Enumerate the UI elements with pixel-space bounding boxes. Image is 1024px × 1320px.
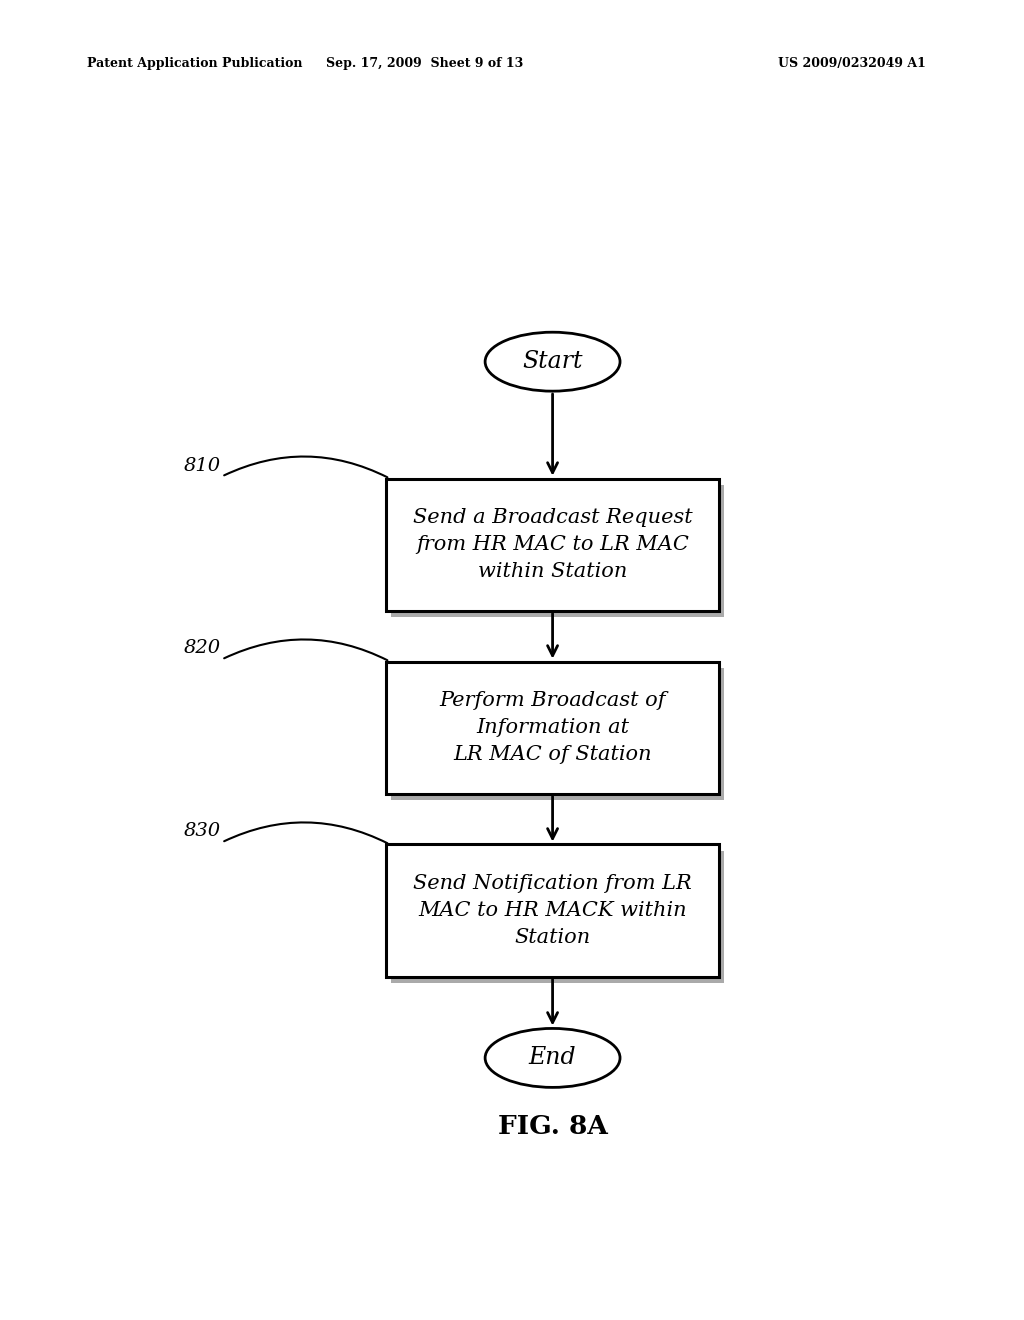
Text: Patent Application Publication: Patent Application Publication (87, 57, 302, 70)
Text: 830: 830 (183, 822, 221, 841)
Text: FIG. 8A: FIG. 8A (498, 1114, 607, 1139)
FancyBboxPatch shape (386, 845, 719, 977)
Text: 810: 810 (183, 457, 221, 474)
Text: Start: Start (522, 350, 583, 374)
Ellipse shape (485, 1028, 621, 1088)
Text: 820: 820 (183, 639, 221, 657)
Text: Perform Broadcast of
Information at
LR MAC of Station: Perform Broadcast of Information at LR M… (439, 690, 666, 764)
FancyBboxPatch shape (386, 479, 719, 611)
Text: Sep. 17, 2009  Sheet 9 of 13: Sep. 17, 2009 Sheet 9 of 13 (327, 57, 523, 70)
FancyBboxPatch shape (391, 668, 724, 800)
Text: Send Notification from LR
MAC to HR MACK within
Station: Send Notification from LR MAC to HR MACK… (414, 874, 692, 948)
Text: Send a Broadcast Request
from HR MAC to LR MAC
within Station: Send a Broadcast Request from HR MAC to … (413, 508, 692, 581)
Text: US 2009/0232049 A1: US 2009/0232049 A1 (778, 57, 926, 70)
Text: End: End (528, 1047, 577, 1069)
FancyBboxPatch shape (386, 661, 719, 793)
FancyBboxPatch shape (391, 850, 724, 982)
Ellipse shape (485, 333, 621, 391)
FancyBboxPatch shape (391, 484, 724, 616)
